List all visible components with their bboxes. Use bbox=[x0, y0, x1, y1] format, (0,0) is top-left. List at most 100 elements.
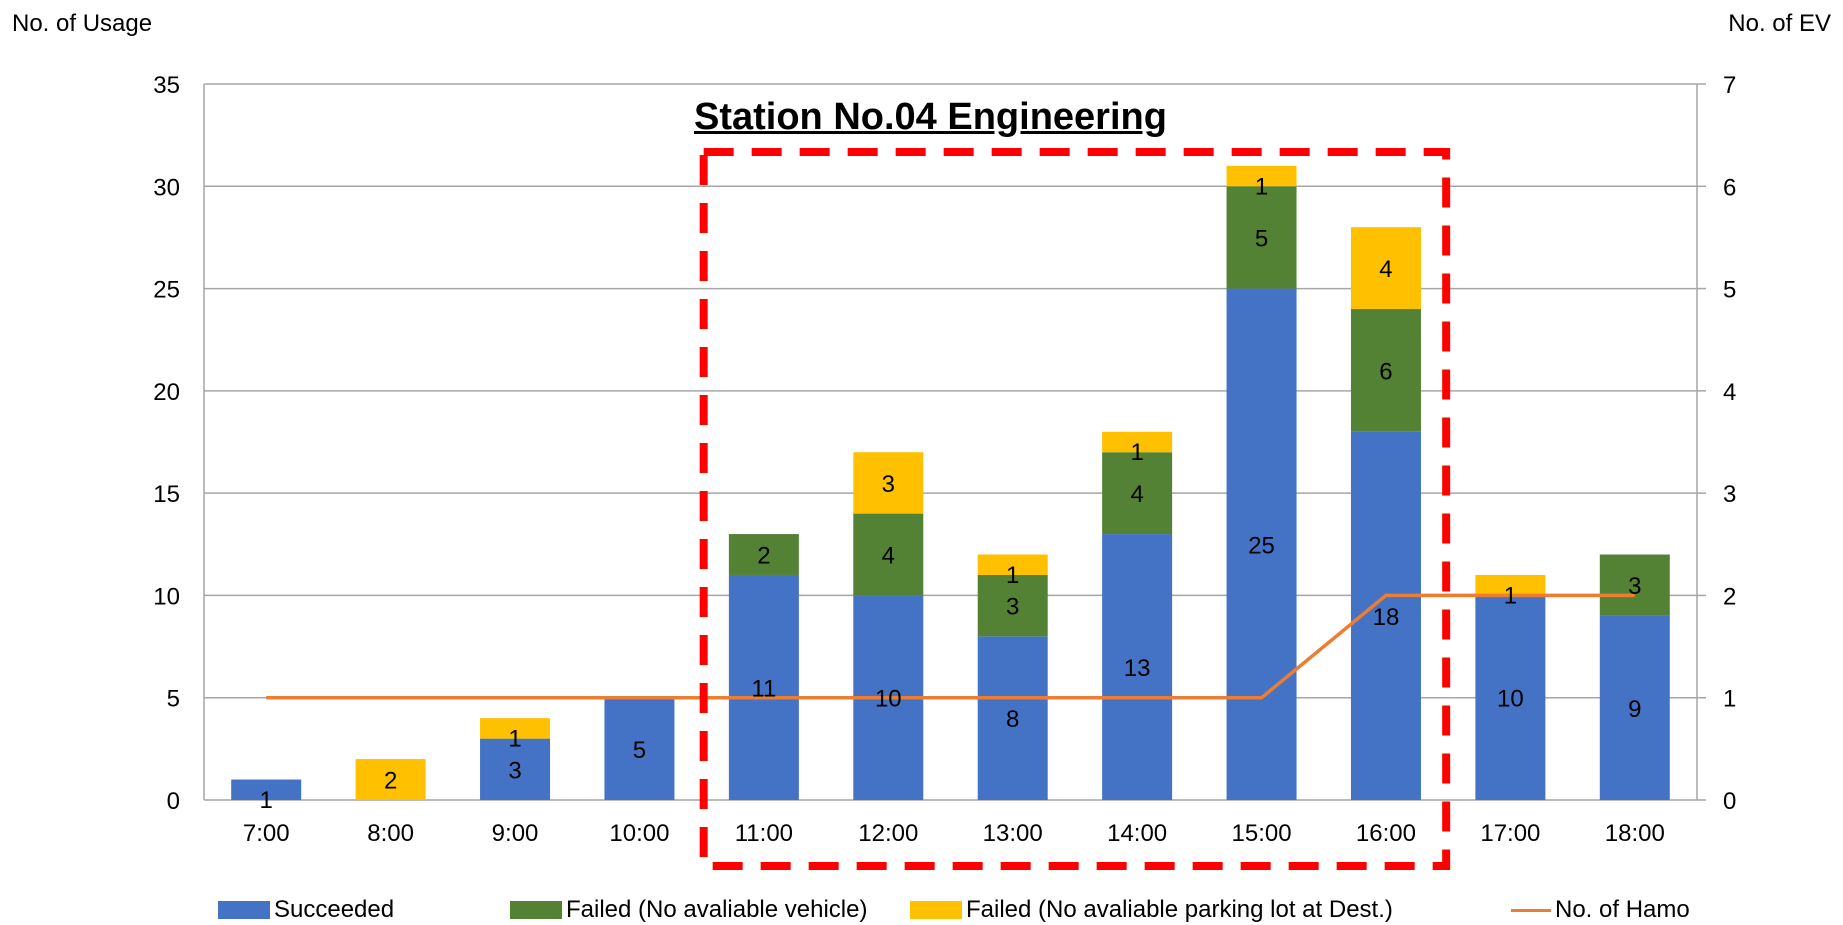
data-label: 1 bbox=[1255, 173, 1268, 200]
data-label: 3 bbox=[882, 471, 895, 498]
bar-segment bbox=[1102, 452, 1173, 535]
data-label: 4 bbox=[882, 543, 895, 570]
data-label: 25 bbox=[1248, 532, 1275, 559]
data-label: 6 bbox=[1379, 358, 1392, 385]
data-label: 1 bbox=[1504, 582, 1517, 609]
bar-segment bbox=[977, 554, 1048, 575]
data-label: 9 bbox=[1628, 696, 1641, 723]
bar-segment bbox=[480, 718, 551, 739]
x-tick-label: 17:00 bbox=[1480, 820, 1540, 847]
bar-segment bbox=[480, 738, 551, 800]
bar-segment bbox=[728, 534, 799, 575]
data-label: 4 bbox=[1379, 256, 1392, 283]
data-label: 1 bbox=[1130, 439, 1143, 466]
data-label: 4 bbox=[1130, 481, 1143, 508]
bar-segment bbox=[355, 759, 426, 800]
x-tick-label: 11:00 bbox=[735, 820, 793, 847]
chart-title: Station No.04 Engineering bbox=[694, 96, 1167, 138]
x-tick-label: 10:00 bbox=[609, 820, 669, 847]
bar-segment bbox=[1599, 615, 1670, 800]
x-tick-label: 12:00 bbox=[858, 820, 918, 847]
legend-swatch bbox=[910, 901, 962, 919]
y-axis-right-label: No. of EV bbox=[1728, 10, 1831, 37]
legend-swatch bbox=[218, 901, 270, 919]
legend-swatch bbox=[1511, 908, 1551, 912]
data-label: 3 bbox=[1006, 594, 1019, 621]
bar-segment bbox=[1599, 554, 1670, 616]
legend-swatch bbox=[510, 901, 562, 919]
data-label: 1 bbox=[260, 787, 273, 814]
legend-label: No. of Hamo bbox=[1555, 896, 1690, 923]
y-tick-right: 2 bbox=[1723, 583, 1736, 610]
x-tick-label: 13:00 bbox=[983, 820, 1043, 847]
y-tick-right: 6 bbox=[1723, 174, 1736, 201]
y-tick-right: 1 bbox=[1723, 686, 1736, 713]
data-label: 13 bbox=[1124, 655, 1151, 682]
data-label: 2 bbox=[757, 543, 770, 570]
data-label: 2 bbox=[384, 768, 397, 795]
bar-labels: 1 2 3 1 5 11 2 10 4 3 8 3 1 13 4 1 25 5 1 18 6 4 10 1 9 3 bbox=[260, 173, 1642, 814]
legend-item: Failed (No avaliable parking lot at Dest… bbox=[910, 895, 1393, 925]
bar-segment bbox=[1102, 431, 1173, 453]
legend: Succeeded Failed (No avaliable vehicle) Fa… bbox=[0, 895, 1843, 925]
bar-segment bbox=[853, 513, 924, 596]
data-label: 3 bbox=[508, 757, 521, 784]
hamo-line bbox=[266, 593, 1635, 700]
y-tick-right: 0 bbox=[1723, 788, 1736, 815]
bar-segment bbox=[1102, 534, 1173, 800]
y-tick-left: 30 bbox=[153, 174, 180, 201]
y-tick-left: 15 bbox=[153, 481, 180, 508]
y-axis-left-label: No. of Usage bbox=[12, 10, 153, 37]
y-tick-right: 5 bbox=[1723, 277, 1736, 304]
axes bbox=[203, 83, 1706, 801]
bar-segment bbox=[728, 574, 799, 800]
highlight-rect bbox=[699, 148, 1451, 870]
y-tick-left: 0 bbox=[167, 788, 180, 815]
data-label: 8 bbox=[1006, 706, 1019, 733]
data-label: 18 bbox=[1373, 604, 1400, 631]
y-tick-left: 5 bbox=[167, 686, 180, 713]
y-tick-left: 25 bbox=[153, 277, 180, 304]
x-tick-label: 8:00 bbox=[367, 820, 414, 847]
bar-segment bbox=[977, 574, 1048, 637]
data-label: 5 bbox=[633, 737, 646, 764]
data-label: 3 bbox=[1628, 573, 1641, 600]
legend-label: Failed (No avaliable vehicle) bbox=[566, 896, 868, 923]
x-tick-label: 16:00 bbox=[1356, 820, 1416, 847]
bar-segment bbox=[1226, 165, 1297, 187]
legend-label: Failed (No avaliable parking lot at Dest… bbox=[966, 896, 1393, 923]
x-tick-label: 15:00 bbox=[1232, 820, 1292, 847]
data-label: 11 bbox=[751, 675, 776, 702]
y-tick-left: 35 bbox=[153, 72, 180, 99]
legend-label: Succeeded bbox=[274, 896, 395, 923]
x-tick-label: 14:00 bbox=[1107, 820, 1167, 847]
y-tick-right: 4 bbox=[1723, 379, 1736, 406]
x-tick-label: 9:00 bbox=[492, 820, 539, 847]
data-label: 10 bbox=[875, 686, 902, 713]
bar-segment bbox=[231, 779, 302, 800]
bar-segment bbox=[1350, 227, 1421, 310]
data-label: 1 bbox=[508, 726, 521, 753]
bar-segment bbox=[1226, 288, 1297, 800]
data-label: 10 bbox=[1497, 686, 1524, 713]
legend-item: Succeeded bbox=[218, 895, 394, 925]
bar-segment bbox=[1475, 574, 1546, 596]
x-tick-label: 7:00 bbox=[243, 820, 290, 847]
data-label: 1 bbox=[1006, 562, 1019, 589]
y-tick-left: 10 bbox=[153, 583, 180, 610]
legend-item: Failed (No avaliable vehicle) bbox=[510, 895, 867, 925]
bar-segment bbox=[1475, 595, 1546, 800]
legend-item: No. of Hamo bbox=[1511, 895, 1690, 925]
bars bbox=[231, 165, 1670, 800]
highlight-box bbox=[699, 148, 1451, 870]
gridlines bbox=[204, 83, 1697, 699]
bar-segment bbox=[1226, 186, 1297, 289]
bar-segment bbox=[853, 452, 924, 514]
x-tick-label: 18:00 bbox=[1605, 820, 1665, 847]
y-tick-left: 20 bbox=[153, 379, 180, 406]
y-tick-right: 3 bbox=[1723, 481, 1736, 508]
y-tick-right: 7 bbox=[1723, 72, 1736, 99]
bar-segment bbox=[977, 636, 1048, 800]
